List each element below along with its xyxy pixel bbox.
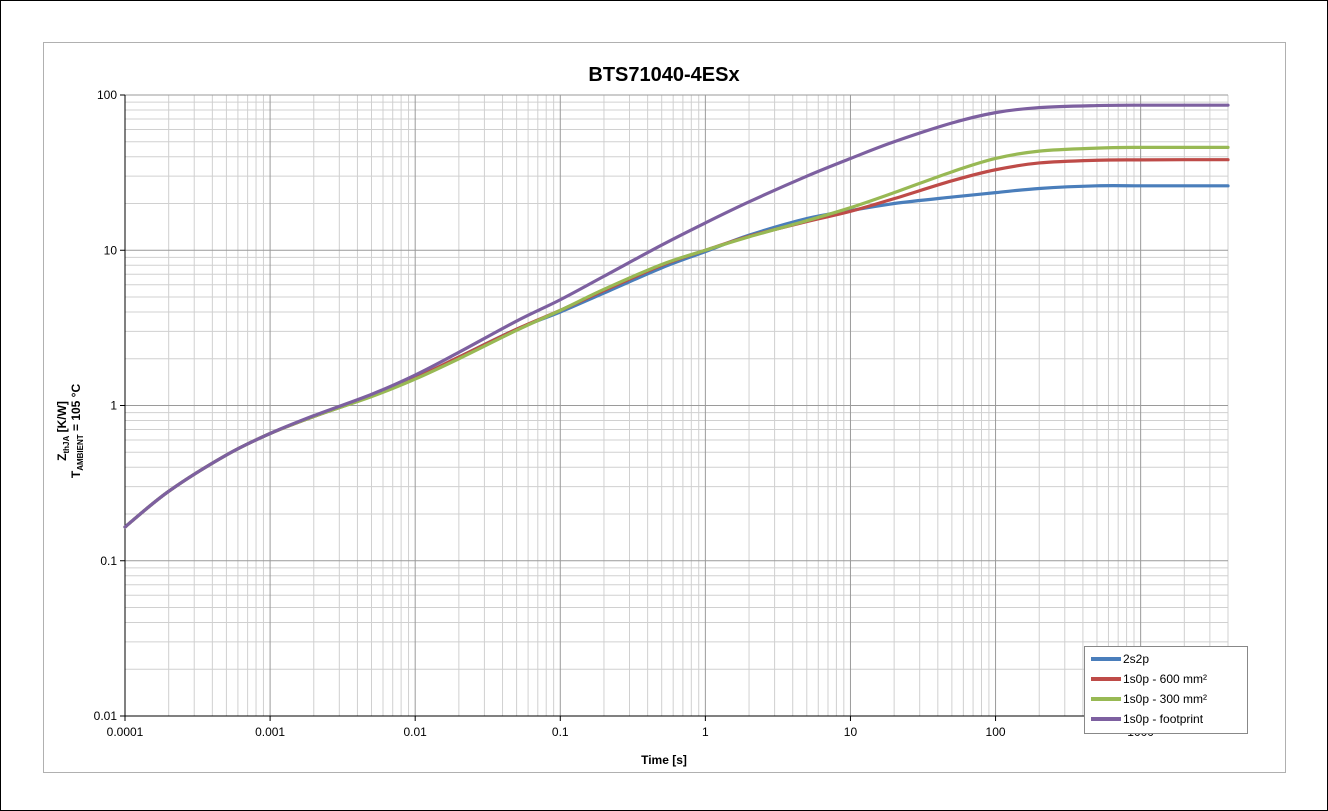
y-tick-label: 0.01 — [94, 709, 118, 723]
x-tick-label: 1 — [702, 725, 709, 739]
y-tick-label: 1 — [110, 399, 117, 413]
series-line-2 — [123, 145, 1230, 529]
x-tick-label: 0.001 — [255, 725, 285, 739]
legend-swatch — [1091, 717, 1121, 721]
legend: 2s2p 1s0p - 600 mm² 1s0p - 300 mm² 1s0p … — [1084, 646, 1248, 734]
y-tick-label: 0.1 — [100, 554, 117, 568]
legend-label: 1s0p - 300 mm² — [1123, 692, 1208, 706]
y-axis-label-t: T — [69, 470, 83, 478]
legend-item-1s0p-600: 1s0p - 600 mm² — [1091, 670, 1207, 688]
y-axis-label-unit: [K/W] — [55, 401, 69, 436]
legend-item-2s2p: 2s2p — [1091, 650, 1149, 668]
series-lines — [123, 103, 1230, 529]
legend-item-1s0p-footprint: 1s0p - footprint — [1091, 710, 1203, 728]
legend-swatch — [1091, 677, 1121, 681]
x-tick-label: 10 — [844, 725, 858, 739]
legend-label: 1s0p - 600 mm² — [1123, 672, 1208, 686]
y-axis-label-symbol: Z — [55, 454, 69, 461]
y-axis-label-zth: ZthJA [K/W] — [55, 401, 71, 461]
series-line-3 — [123, 103, 1230, 529]
x-tick-label: 0.0001 — [107, 725, 144, 739]
chart-title: BTS71040-4ESx — [588, 64, 739, 86]
legend-label: 2s2p — [1123, 652, 1150, 666]
legend-item-1s0p-300: 1s0p - 300 mm² — [1091, 690, 1207, 708]
legend-label: 1s0p - footprint — [1123, 712, 1204, 726]
y-tick-label: 100 — [97, 88, 117, 102]
x-tick-label: 0.1 — [552, 725, 569, 739]
y-tick-labels: 0.01 0.1 1 10 100 — [94, 88, 125, 723]
y-tick-label: 10 — [104, 243, 118, 257]
x-axis-label: Time [s] — [641, 753, 687, 767]
y-axis-label-ambient-sub: AMBIENT — [76, 434, 85, 471]
legend-swatch — [1091, 657, 1121, 661]
y-axis-label-ambient: TAMBIENT = 105 °C — [69, 384, 85, 479]
series-line-1 — [123, 158, 1230, 529]
legend-swatch — [1091, 697, 1121, 701]
x-tick-label: 0.01 — [404, 725, 428, 739]
x-tick-label: 100 — [986, 725, 1006, 739]
y-axis-label-subscript: thJA — [62, 436, 71, 454]
y-axis-label-ambient-value: = 105 °C — [69, 384, 83, 435]
